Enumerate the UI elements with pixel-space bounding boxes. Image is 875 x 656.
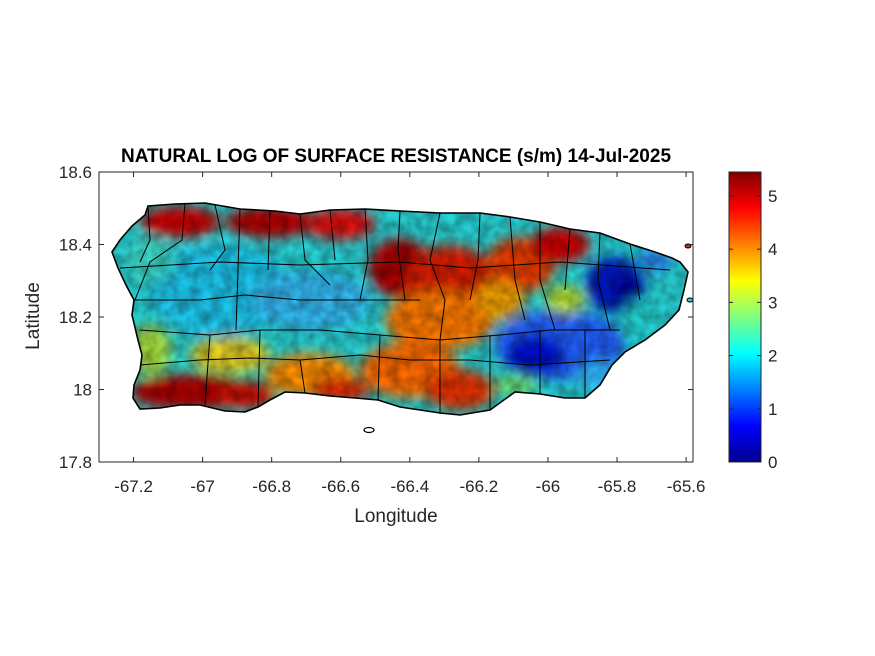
colorbar-tick-label: 4 xyxy=(768,240,777,259)
colorbar-tick-label: 5 xyxy=(768,187,777,206)
y-axis-label: Latitude xyxy=(23,282,44,350)
chart-title: NATURAL LOG OF SURFACE RESISTANCE (s/m) … xyxy=(121,146,671,167)
y-tick-label: 18.2 xyxy=(59,308,92,327)
x-tick-label: -66.8 xyxy=(252,477,291,496)
x-axis-ticks: -67.2 -67 -66.8 -66.6 -66.4 -66.2 -66 -65.8 -65.… xyxy=(114,172,705,496)
y-tick-label: 18.4 xyxy=(59,236,92,255)
y-tick-label: 18 xyxy=(73,381,92,400)
x-tick-label: -65.8 xyxy=(598,477,637,496)
x-tick-label: -67 xyxy=(190,477,215,496)
colorbar-ticks: 0 1 2 3 4 5 xyxy=(729,187,777,472)
y-tick-label: 18.6 xyxy=(59,163,92,182)
colorbar-tick-label: 3 xyxy=(768,293,777,312)
municipality-boundaries xyxy=(119,203,671,413)
islet xyxy=(686,297,694,303)
colorbar-tick-label: 1 xyxy=(768,400,777,419)
x-tick-label: -66.4 xyxy=(390,477,429,496)
x-tick-label: -66.2 xyxy=(460,477,499,496)
y-tick-label: 17.8 xyxy=(59,453,92,472)
y-axis-ticks: 17.8 18 18.2 18.4 18.6 xyxy=(59,163,693,472)
x-tick-label: -66 xyxy=(536,477,561,496)
x-axis-label: Longitude xyxy=(354,506,437,527)
colorbar-tick-label: 2 xyxy=(768,347,777,366)
x-tick-label: -67.2 xyxy=(114,477,153,496)
colorbar-tick-label: 0 xyxy=(768,453,777,472)
x-tick-label: -66.6 xyxy=(321,477,360,496)
colorbar xyxy=(728,171,762,463)
islet xyxy=(363,426,375,434)
x-tick-label: -65.6 xyxy=(667,477,706,496)
